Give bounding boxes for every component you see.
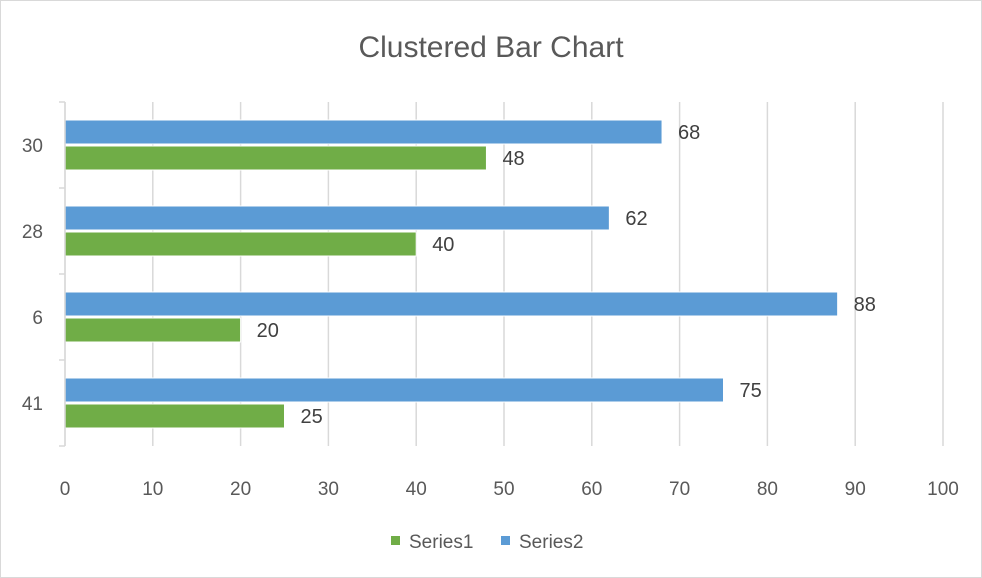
legend: Series1 Series2 xyxy=(391,532,583,553)
legend-label-series2: Series2 xyxy=(519,532,583,553)
x-tick-label: 20 xyxy=(230,479,251,500)
category-label: 41 xyxy=(22,394,43,415)
x-tick-label: 30 xyxy=(318,479,339,500)
data-label-series1: 20 xyxy=(257,320,279,342)
data-label-series1: 48 xyxy=(502,148,524,170)
bar-series2-6 xyxy=(64,291,839,317)
x-tick-label: 50 xyxy=(493,479,514,500)
chart-title: Clustered Bar Chart xyxy=(358,31,624,64)
bar-series2-41 xyxy=(64,377,724,403)
bar-series1-41 xyxy=(64,403,285,429)
data-label-series1: 40 xyxy=(432,234,454,256)
bar-series1-6 xyxy=(64,317,242,343)
bar-series1-28 xyxy=(64,231,417,257)
x-tick-label: 60 xyxy=(581,479,602,500)
bar-series2-28 xyxy=(64,205,610,231)
data-label-series2: 62 xyxy=(625,208,647,230)
data-labels: 75 25 88 20 62 40 68 48 xyxy=(257,122,876,428)
bar-series1-30 xyxy=(64,145,487,171)
data-label-series2: 68 xyxy=(678,122,700,144)
category-label: 6 xyxy=(32,308,43,329)
x-tick-label: 90 xyxy=(845,479,866,500)
category-label: 30 xyxy=(22,136,43,157)
category-label: 28 xyxy=(22,222,43,243)
bars xyxy=(64,119,839,429)
legend-label-series1: Series1 xyxy=(409,532,473,553)
x-tick-label: 70 xyxy=(669,479,690,500)
data-label-series2: 75 xyxy=(740,380,762,402)
legend-swatch-series1 xyxy=(391,536,400,545)
bar-series2-30 xyxy=(64,119,663,145)
data-label-series2: 88 xyxy=(854,294,876,316)
x-tick-label: 0 xyxy=(60,479,71,500)
data-label-series1: 25 xyxy=(301,406,323,428)
category-axis: 41 6 28 30 xyxy=(22,101,66,447)
x-tick-label: 40 xyxy=(406,479,427,500)
x-tick-label: 100 xyxy=(927,479,959,500)
value-axis: 0 10 20 30 40 50 60 70 80 90 100 xyxy=(60,479,959,500)
x-tick-label: 80 xyxy=(757,479,778,500)
x-tick-label: 10 xyxy=(142,479,163,500)
legend-swatch-series2 xyxy=(501,536,510,545)
